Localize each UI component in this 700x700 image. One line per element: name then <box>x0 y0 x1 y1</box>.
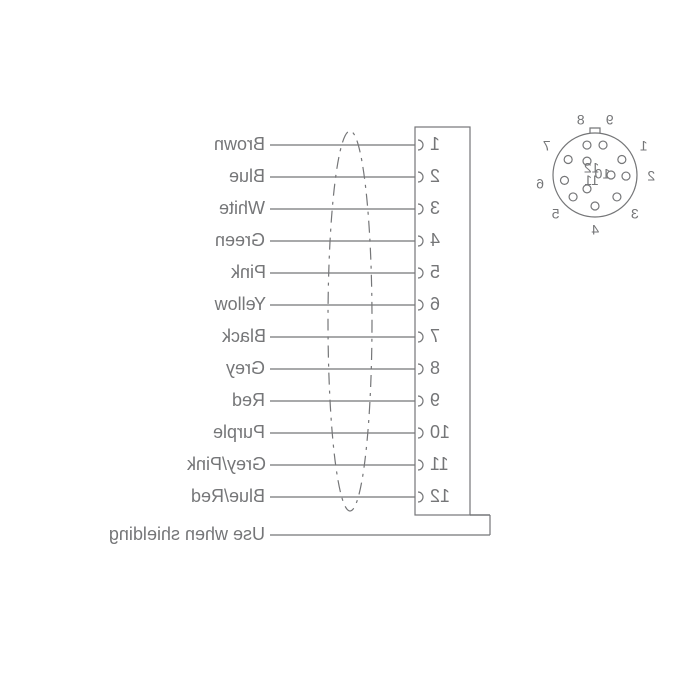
solder-cup-icon <box>418 364 423 374</box>
pin-number: 12 <box>584 159 600 175</box>
pin-hole-icon <box>583 141 591 149</box>
pin-number: 7 <box>543 138 551 154</box>
solder-cup-icon <box>418 428 423 438</box>
pin-hole-icon <box>591 202 599 210</box>
wiring-diagram: Brown 1 Blue 2 White 3 Green 4 Pink 5 Yellow 6 Black… <box>0 0 700 700</box>
wire-color-label: Grey <box>226 358 265 378</box>
solder-cup-icon <box>418 140 423 150</box>
pin-number: 2 <box>647 168 655 184</box>
pin-number: 1 <box>640 138 648 154</box>
wire-color-label: Black <box>221 326 266 346</box>
shield-ellipse <box>328 131 372 511</box>
wire-color-label: White <box>219 198 265 218</box>
solder-cup-icon <box>418 204 423 214</box>
connector-face: 123456789101112 <box>536 112 655 238</box>
wire-color-label: Red <box>232 390 265 410</box>
pin-hole-icon <box>599 141 607 149</box>
wire-number: 4 <box>430 230 440 250</box>
solder-cup-icon <box>418 268 423 278</box>
pin-hole-icon <box>569 193 577 201</box>
wire-number: 2 <box>430 166 440 186</box>
solder-cup-icon <box>418 172 423 182</box>
wire-number: 8 <box>430 358 440 378</box>
pin-number: 6 <box>536 175 544 191</box>
wire-color-label: Green <box>215 230 265 250</box>
wire-number: 5 <box>430 262 440 282</box>
wire-color-label: Yellow <box>214 294 266 314</box>
pin-number: 4 <box>591 222 599 238</box>
solder-cup-icon <box>418 460 423 470</box>
solder-cup-icon <box>418 396 423 406</box>
connector-key-notch <box>590 128 600 133</box>
solder-cup-icon <box>418 332 423 342</box>
pin-hole-icon <box>618 156 626 164</box>
pin-number: 3 <box>631 205 639 221</box>
shield-label: Use when shielding <box>109 524 265 544</box>
pin-number: 5 <box>552 205 560 221</box>
wire-color-label: Blue/Red <box>191 486 265 506</box>
wire-number: 3 <box>430 198 440 218</box>
pin-number: 9 <box>606 112 614 128</box>
pin-hole-icon <box>613 193 621 201</box>
pin-number: 8 <box>577 112 585 128</box>
wire-color-label: Purple <box>213 422 265 442</box>
wire-number: 11 <box>430 454 449 474</box>
wire-number: 1 <box>430 134 440 154</box>
pin-hole-icon <box>560 176 568 184</box>
wire-number: 9 <box>430 390 440 410</box>
wire-number: 12 <box>430 486 450 506</box>
solder-cup-icon <box>418 492 423 502</box>
wire-number: 7 <box>430 326 440 346</box>
wire-color-label: Pink <box>230 262 266 282</box>
wire-color-label: Grey/Pink <box>186 454 266 474</box>
wire-color-label: Blue <box>229 166 265 186</box>
pin-hole-icon <box>564 156 572 164</box>
solder-cup-icon <box>418 236 423 246</box>
wire-number: 10 <box>430 422 450 442</box>
pin-hole-icon <box>622 172 630 180</box>
wire-color-label: Brown <box>214 134 265 154</box>
wire-number: 6 <box>430 294 440 314</box>
solder-cup-icon <box>418 300 423 310</box>
